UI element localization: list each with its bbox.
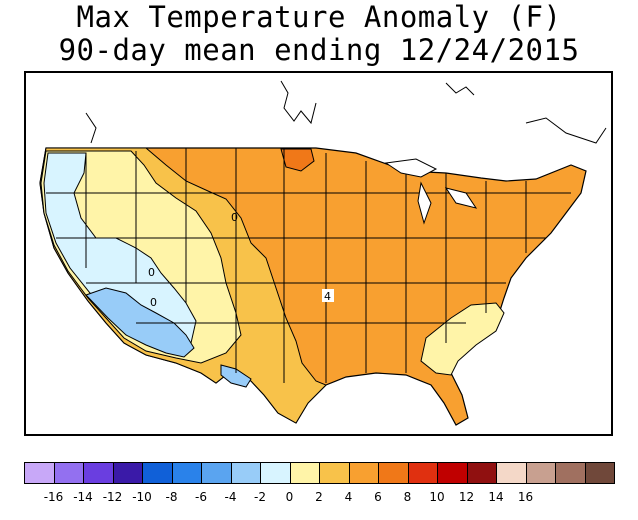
anomaly-zone-0to2-southeast (420, 302, 505, 376)
map-svg: 0 0 0 4 (39, 80, 607, 426)
great-lakes (384, 158, 478, 225)
legend-tick-label: -8 (165, 490, 178, 504)
legend-tick-label: 12 (458, 490, 475, 504)
legend-swatch (83, 462, 114, 484)
legend-tick-label: 8 (403, 490, 412, 504)
legend-swatch (437, 462, 468, 484)
anomaly-zone-6to8 (280, 148, 315, 172)
contour-label-bg (322, 289, 334, 302)
legend-swatch (319, 462, 350, 484)
anomaly-zone-neg2to0 (43, 152, 197, 349)
legend-swatch (289, 462, 320, 484)
legend-swatch (496, 462, 527, 484)
legend-swatch (142, 462, 173, 484)
legend-swatch (555, 462, 586, 484)
legend-swatch (230, 462, 261, 484)
contour-label: 4 (324, 290, 331, 303)
map-title-line1: Max Temperature Anomaly (F) (76, 0, 562, 34)
legend-swatch (525, 462, 556, 484)
legend-tick-label: -14 (73, 490, 93, 504)
legend-tick-label: 10 (429, 490, 445, 504)
color-legend (24, 462, 615, 486)
legend-swatch (171, 462, 202, 484)
anomaly-map: 0 0 0 4 (24, 71, 613, 436)
legend-tick-label: 14 (488, 490, 504, 504)
legend-swatch (201, 462, 232, 484)
legend-tick-label: 2 (315, 490, 323, 504)
state-boundaries (46, 148, 571, 383)
contour-label: 0 (148, 266, 155, 279)
legend-tick-label: 6 (374, 490, 382, 504)
legend-swatch (348, 462, 379, 484)
legend-tick-label: 16 (517, 490, 534, 504)
legend-tick-label: -12 (102, 490, 123, 504)
map-title-line2: 90-day mean ending 12/24/2015 (58, 33, 580, 67)
legend-tick-label: 0 (285, 490, 294, 504)
legend-swatch (584, 462, 615, 484)
legend-tick-label: -6 (195, 490, 207, 504)
contour-label: 0 (150, 296, 157, 309)
legend-swatch (53, 462, 84, 484)
legend-tick-label: -16 (43, 490, 64, 504)
legend-tick-label: -10 (132, 490, 152, 504)
canada-coastline (85, 80, 607, 144)
legend-swatch (260, 462, 291, 484)
legend-swatch (378, 462, 409, 484)
contour-label: 0 (231, 211, 238, 224)
legend-tick-label: -4 (224, 490, 237, 504)
legend-swatch (24, 462, 55, 484)
legend-tick-label: -2 (254, 490, 266, 504)
legend-swatch (112, 462, 143, 484)
legend-tick-label: 4 (344, 490, 353, 504)
legend-swatch (466, 462, 497, 484)
legend-swatch (407, 462, 438, 484)
